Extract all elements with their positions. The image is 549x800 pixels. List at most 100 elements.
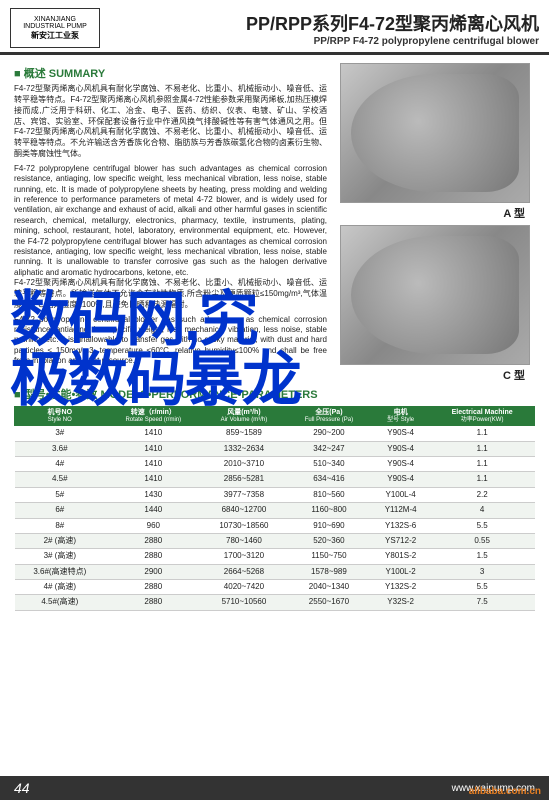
table-cell: 2880 (105, 549, 201, 564)
table-cell: 7.5 (430, 595, 535, 610)
table-cell: 2.2 (430, 487, 535, 502)
content: ■ 概述 SUMMARY F4-72型聚丙烯离心风机具有耐化学腐蚀、不易老化、比… (0, 55, 549, 619)
table-row: 3# (高速)28801700~31201150~750Y801S-21.5 (15, 549, 535, 564)
table-cell: 1440 (105, 503, 201, 518)
table-cell: 6# (15, 503, 106, 518)
table-cell: 910~690 (286, 518, 371, 533)
table-body: 3#1410859~1589290~200Y90S-41.13.6#141013… (15, 426, 535, 611)
table-row: 3.6#14101332~2634342~247Y90S-41.1 (15, 441, 535, 456)
logo: XINANJIANG INDUSTRIAL PUMP 新安江工业泵 (10, 8, 100, 48)
table-cell: 4# (高速) (15, 580, 106, 595)
table-cell: 4.5# (15, 472, 106, 487)
table-cell: 2550~1670 (286, 595, 371, 610)
table-row: 6#14406840~127001160~800Y112M-44 (15, 503, 535, 518)
table-cell: 1410 (105, 456, 201, 471)
table-cell: 2040~1340 (286, 580, 371, 595)
title-en: PP/RPP F4-72 polypropylene centrifugal b… (110, 36, 539, 47)
table-cell: 5.5 (430, 518, 535, 533)
header: XINANJIANG INDUSTRIAL PUMP 新安江工业泵 PP/RPP… (0, 0, 549, 55)
table-cell: 1430 (105, 487, 201, 502)
table-cell: 290~200 (286, 426, 371, 441)
summary-cn: F4-72型聚丙烯离心风机具有耐化学腐蚀、不易老化、比重小、机械振动小、噪音低、… (14, 84, 327, 160)
table-col-header: Electrical Machine功率Power(KW) (430, 406, 535, 425)
table-cell: 1150~750 (286, 549, 371, 564)
summary-header: ■ 概述 SUMMARY (14, 67, 327, 81)
table-col-header: 风量(m³/h)Air Volume (m³/h) (202, 406, 287, 425)
summary-en: F4-72 polypropylene centrifugal blower h… (14, 164, 327, 278)
table-cell: 5710~10560 (202, 595, 287, 610)
table-cell: 2880 (105, 580, 201, 595)
table-cell: 2880 (105, 595, 201, 610)
page-number: 44 (14, 780, 30, 796)
image-label-a: A 型 (503, 207, 525, 221)
table-cell: 2856~5281 (202, 472, 287, 487)
table-cell: 4020~7420 (202, 580, 287, 595)
table-cell: 510~340 (286, 456, 371, 471)
parameters-table: 机号NOStyle NO转速（r/min）Rotate Speed (r/min… (14, 406, 535, 611)
table-cell: Y112M-4 (372, 503, 430, 518)
table-cell: 810~560 (286, 487, 371, 502)
table-col-header: 电机型号 Style (372, 406, 430, 425)
table-row: 4.5#(高速)28805710~105602550~1670Y32S-27.5 (15, 595, 535, 610)
table-cell: 3.6#(高速特点) (15, 564, 106, 579)
table-cell: 1410 (105, 472, 201, 487)
table-cell: Y32S-2 (372, 595, 430, 610)
table-cell: Y90S-4 (372, 472, 430, 487)
table-row: 4# (高速)28804020~74202040~1340Y132S-25.5 (15, 580, 535, 595)
table-col-header: 全压(Pa)Full Pressure (Pa) (286, 406, 371, 425)
table-cell: 2900 (105, 564, 201, 579)
table-cell: 1410 (105, 426, 201, 441)
table-cell: 3 (430, 564, 535, 579)
table-cell: Y801S-2 (372, 549, 430, 564)
table-row: 3.6#(高速特点)29002664~52681578~989Y100L-23 (15, 564, 535, 579)
table-col-header: 转速（r/min）Rotate Speed (r/min) (105, 406, 201, 425)
table-cell: 1578~989 (286, 564, 371, 579)
table-cell: 1.1 (430, 456, 535, 471)
table-cell: 1.1 (430, 472, 535, 487)
table-cell: 520~360 (286, 533, 371, 548)
table-cell: 4# (15, 456, 106, 471)
table-row: 2# (高速)2880780~1460520~360YS712-20.55 (15, 533, 535, 548)
table-cell: 960 (105, 518, 201, 533)
product-image-c (340, 225, 530, 365)
table-cell: 1700~3120 (202, 549, 287, 564)
table-cell: 5# (15, 487, 106, 502)
table-row: 4#14102010~3710510~340Y90S-41.1 (15, 456, 535, 471)
table-cell: 4 (430, 503, 535, 518)
text-column: ■ 概述 SUMMARY F4-72型聚丙烯离心风机具有耐化学腐蚀、不易老化、比… (14, 63, 327, 384)
table-cell: Y90S-4 (372, 441, 430, 456)
table-header-row: 机号NOStyle NO转速（r/min）Rotate Speed (r/min… (15, 406, 535, 425)
table-cell: 4.5#(高速) (15, 595, 106, 610)
table-cell: Y132S-2 (372, 580, 430, 595)
summary-extra-en: F4-72 polypropylene centrifugal blower h… (14, 315, 327, 367)
table-cell: 1410 (105, 441, 201, 456)
table-cell: 1.1 (430, 426, 535, 441)
image-label-c: C 型 (503, 369, 525, 383)
table-cell: 2880 (105, 533, 201, 548)
image-column: A 型 C 型 (335, 63, 535, 384)
footer: 44 www.xajpump.com (0, 776, 549, 800)
table-cell: 1332~2634 (202, 441, 287, 456)
table-row: 5#14303977~7358810~560Y100L-42.2 (15, 487, 535, 502)
table-col-header: 机号NOStyle NO (15, 406, 106, 425)
page: XINANJIANG INDUSTRIAL PUMP 新安江工业泵 PP/RPP… (0, 0, 549, 800)
main-row: ■ 概述 SUMMARY F4-72型聚丙烯离心风机具有耐化学腐蚀、不易老化、比… (14, 63, 535, 384)
title-block: PP/RPP系列F4-72型聚丙烯离心风机 PP/RPP F4-72 polyp… (100, 10, 539, 47)
table-cell: 5.5 (430, 580, 535, 595)
table-row: 3#1410859~1589290~200Y90S-41.1 (15, 426, 535, 441)
table-cell: 6840~12700 (202, 503, 287, 518)
table-cell: 1160~800 (286, 503, 371, 518)
table-cell: Y100L-2 (372, 564, 430, 579)
table-cell: 1.5 (430, 549, 535, 564)
table-cell: 342~247 (286, 441, 371, 456)
table-cell: 3.6# (15, 441, 106, 456)
table-row: 4.5#14102856~5281634~416Y90S-41.1 (15, 472, 535, 487)
table-cell: 10730~18560 (202, 518, 287, 533)
table-cell: 3# (高速) (15, 549, 106, 564)
title-cn: PP/RPP系列F4-72型聚丙烯离心风机 (110, 10, 539, 36)
table-header: ■ 型号•性能•参数 MODELS•PERFORMANCE•PARAMETERS (14, 388, 535, 402)
logo-text-top: XINANJIANG (34, 16, 76, 23)
alibaba-watermark: alibaba.com.cn (469, 786, 541, 797)
logo-text-cn: 新安江工业泵 (31, 30, 79, 41)
table-cell: Y90S-4 (372, 426, 430, 441)
